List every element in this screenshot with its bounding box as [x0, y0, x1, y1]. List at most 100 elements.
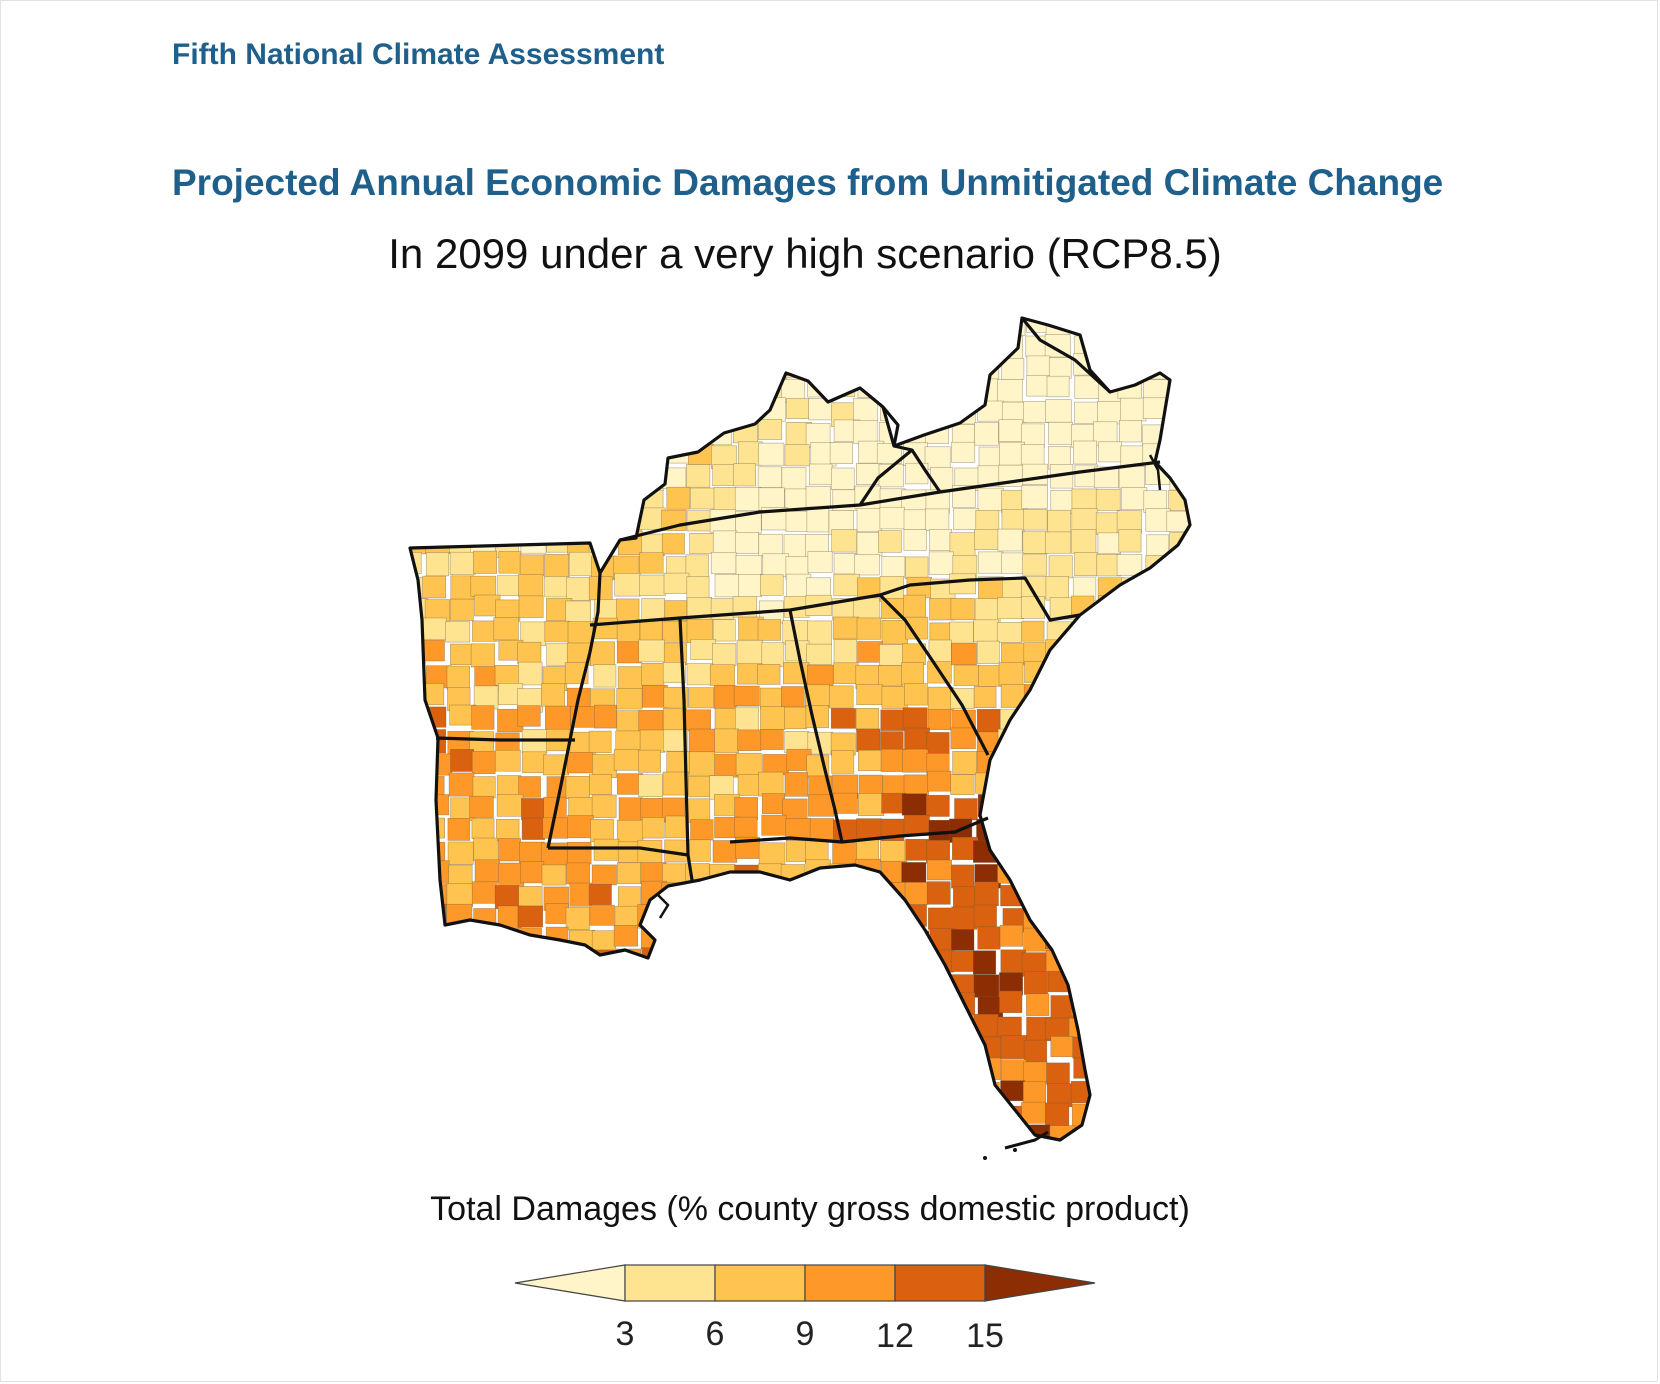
county-cell — [615, 905, 642, 929]
county-cell — [1098, 644, 1123, 669]
county-cell — [1122, 903, 1147, 927]
boundary-tn-south — [589, 593, 881, 627]
county-cell — [517, 705, 541, 727]
county-cell — [997, 528, 1023, 552]
county-cell — [618, 995, 645, 1019]
county-cell — [589, 905, 615, 926]
county-cell — [833, 792, 858, 814]
county-cell — [736, 1081, 762, 1103]
county-cell — [616, 290, 639, 314]
county-cell — [424, 418, 449, 441]
county-cell — [591, 794, 617, 818]
county-cell — [1145, 776, 1171, 798]
county-cell — [687, 907, 711, 931]
county-cell — [410, 445, 424, 470]
county-cell — [833, 1040, 858, 1064]
county-cell — [1141, 1082, 1167, 1105]
county-cell — [762, 754, 789, 776]
county-cell — [926, 318, 951, 334]
county-cell — [664, 333, 691, 357]
county-cell — [997, 772, 1023, 796]
county-cell — [738, 574, 762, 598]
county-cell — [564, 318, 590, 337]
county-cell — [1098, 709, 1123, 732]
county-cell — [570, 467, 594, 493]
county-cell — [545, 903, 569, 924]
county-cell — [832, 904, 857, 927]
county-cell — [1120, 318, 1145, 336]
county-cell — [783, 969, 809, 993]
county-cell — [410, 377, 423, 399]
county-cell — [809, 818, 835, 840]
county-cell — [1121, 1038, 1147, 1060]
county-cell — [449, 446, 475, 470]
county-cell — [471, 1014, 497, 1036]
county-cell — [471, 1081, 498, 1106]
county-cell — [757, 664, 781, 685]
county-cell — [950, 774, 975, 795]
county-cell — [737, 906, 764, 932]
county-cell — [876, 331, 903, 356]
county-cell — [517, 641, 542, 665]
county-cell — [737, 993, 762, 1014]
county-cell — [1098, 730, 1123, 751]
county-cell — [833, 573, 860, 597]
county-cell — [494, 970, 520, 995]
county-cell — [1189, 731, 1190, 753]
county-cell — [568, 551, 595, 576]
county-cell — [1188, 797, 1190, 822]
county-cell — [519, 554, 545, 576]
county-cell — [1095, 488, 1121, 511]
county-cell — [714, 335, 740, 359]
county-cell — [882, 358, 907, 383]
county-cell — [424, 1148, 448, 1171]
county-cell — [903, 930, 930, 954]
county-cell — [831, 1104, 858, 1128]
county-cell — [713, 396, 740, 421]
county-cell — [1122, 772, 1147, 795]
county-cell — [807, 906, 832, 928]
county-cell — [1169, 1105, 1190, 1129]
county-cell — [641, 1060, 665, 1084]
county-cell — [1022, 553, 1048, 576]
county-cell — [685, 423, 710, 446]
county-cell — [1048, 903, 1075, 927]
county-cell — [521, 507, 547, 532]
county-cell — [690, 992, 716, 1015]
county-cell — [757, 619, 782, 641]
county-cell — [496, 819, 520, 842]
county-cell — [714, 574, 740, 598]
county-cell — [712, 530, 738, 554]
county-cell — [410, 399, 422, 423]
county-cell — [497, 399, 524, 422]
county-cell — [565, 776, 590, 799]
county-cell — [1142, 798, 1168, 821]
county-cell — [1166, 334, 1190, 358]
county-cell — [855, 929, 881, 954]
county-cell — [426, 991, 450, 1014]
county-cell — [422, 617, 447, 640]
county-cell — [712, 840, 738, 863]
county-cell — [833, 288, 857, 310]
county-cell — [662, 1036, 687, 1060]
county-cell — [498, 442, 524, 466]
county-cell — [567, 420, 594, 444]
org-label: Fifth National Climate Assessment — [172, 38, 665, 71]
county-cell — [663, 318, 689, 335]
county-cell — [881, 556, 906, 578]
legend-tick-12: 12 — [876, 1317, 914, 1355]
county-cell — [521, 992, 547, 1017]
county-cell — [612, 333, 638, 355]
state-boundaries — [408, 316, 1192, 1142]
county-cell — [688, 358, 715, 382]
county-cell — [737, 974, 763, 998]
county-cell — [663, 729, 689, 752]
county-cell — [545, 1122, 572, 1140]
county-cell — [830, 1056, 855, 1079]
county-cell — [422, 467, 449, 489]
boundary-ky-tn-nc — [619, 460, 1161, 542]
county-cell — [616, 819, 644, 843]
county-cell — [638, 749, 661, 773]
county-cell — [472, 401, 499, 425]
county-cell — [424, 1125, 448, 1140]
